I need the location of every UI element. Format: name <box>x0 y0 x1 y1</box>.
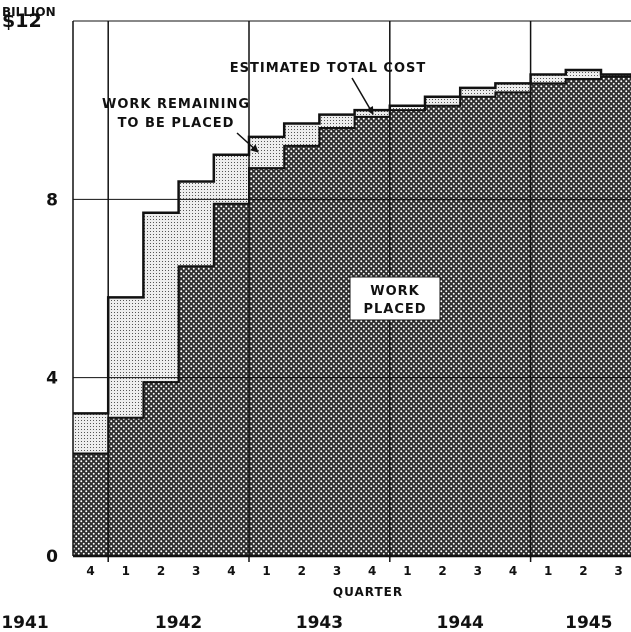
quarter-tick-label: 2 <box>438 564 446 578</box>
quarter-tick-label: 3 <box>192 564 200 578</box>
work-remaining-bar <box>565 70 601 79</box>
work-remaining-bar <box>249 136 285 169</box>
work-placed-bar <box>530 83 566 557</box>
work-placed-bar <box>284 145 320 557</box>
series-lines <box>73 68 631 455</box>
estimated-total-cost-arrow <box>351 77 374 115</box>
work-remaining-bar <box>178 181 214 267</box>
work-remaining-bar <box>460 87 496 97</box>
x-axis-label: QUARTER <box>333 585 403 599</box>
quarter-tick-label: 3 <box>474 564 482 578</box>
y-unit-label: BILLION <box>2 5 56 19</box>
y-tick-label: 0 <box>46 547 58 567</box>
quarter-tick-label: 1 <box>262 564 270 578</box>
work-remaining-bar <box>495 83 531 93</box>
work-placed-bar <box>425 105 461 556</box>
work-placed-bar <box>249 168 285 556</box>
y-tick-labels: 0 4 8 $12 <box>2 10 58 567</box>
work-placed-bar <box>495 92 531 556</box>
work-remaining-bar <box>108 297 144 418</box>
work-placed-bar <box>319 128 355 556</box>
work-placed-bar <box>108 417 144 556</box>
work-remaining-bar <box>389 105 425 111</box>
quarter-tick-label: 2 <box>157 564 165 578</box>
legend-estimated-total-cost: ESTIMATED TOTAL COST <box>230 61 426 76</box>
work-remaining-bar <box>530 74 566 84</box>
quarter-tick-label: 2 <box>298 564 306 578</box>
work-placed-label-box <box>349 276 441 321</box>
year-labels: 1941 1942 1943 1944 1945 <box>1 613 612 632</box>
area-fills <box>73 70 631 557</box>
work-remaining-bar <box>143 212 179 383</box>
legend-work-placed-line1: WORK <box>370 284 419 299</box>
year-label: 1943 <box>296 613 343 632</box>
year-label: 1942 <box>155 613 202 632</box>
work-placed-bar <box>460 96 496 557</box>
series-line-estimated-total-cost <box>73 68 631 415</box>
quarter-tick-label: 3 <box>333 564 341 578</box>
work-remaining-arrow <box>236 132 259 153</box>
quarter-tick-label: 4 <box>368 564 376 578</box>
quarter-tick-label: 4 <box>227 564 235 578</box>
work-placed-bar <box>178 266 214 556</box>
work-placed-bar <box>213 203 249 556</box>
work-remaining-bar <box>319 114 355 128</box>
work-placed-bar <box>143 382 179 556</box>
quarter-tick-label: 1 <box>122 564 130 578</box>
legend-work-remaining-line1: WORK REMAINING <box>102 97 250 112</box>
quarter-tick-label: 4 <box>509 564 517 578</box>
legend-work-placed-line2: PLACED <box>363 302 426 317</box>
work-placed-bar <box>354 116 390 557</box>
quarter-tick-labels: 4 1 2 3 4 1 2 3 4 1 2 3 4 1 2 3 <box>86 564 622 578</box>
quarter-tick-label: 1 <box>403 564 411 578</box>
y-tick-label: 4 <box>46 369 58 389</box>
work-remaining-bar <box>73 413 109 454</box>
y-tick-label: 8 <box>46 190 58 210</box>
work-remaining-bar <box>284 123 320 146</box>
work-remaining-bar <box>425 96 461 106</box>
work-remaining-bar <box>213 154 249 204</box>
legend-work-remaining-line2: TO BE PLACED <box>118 116 235 131</box>
year-label: 1945 <box>565 613 612 632</box>
year-label: 1944 <box>437 613 484 632</box>
quarter-tick-label: 4 <box>86 564 94 578</box>
year-label: 1941 <box>1 613 48 632</box>
work-placed-bar <box>389 110 425 557</box>
quarter-tick-label: 1 <box>544 564 552 578</box>
series-line-work-placed <box>73 75 631 455</box>
work-placed-bar <box>601 76 631 557</box>
y-tick-label: $12 <box>2 10 42 32</box>
work-placed-bar <box>73 453 109 556</box>
work-placed-bar <box>565 78 601 556</box>
quarter-tick-label: 3 <box>614 564 622 578</box>
quarter-tick-label: 2 <box>579 564 587 578</box>
